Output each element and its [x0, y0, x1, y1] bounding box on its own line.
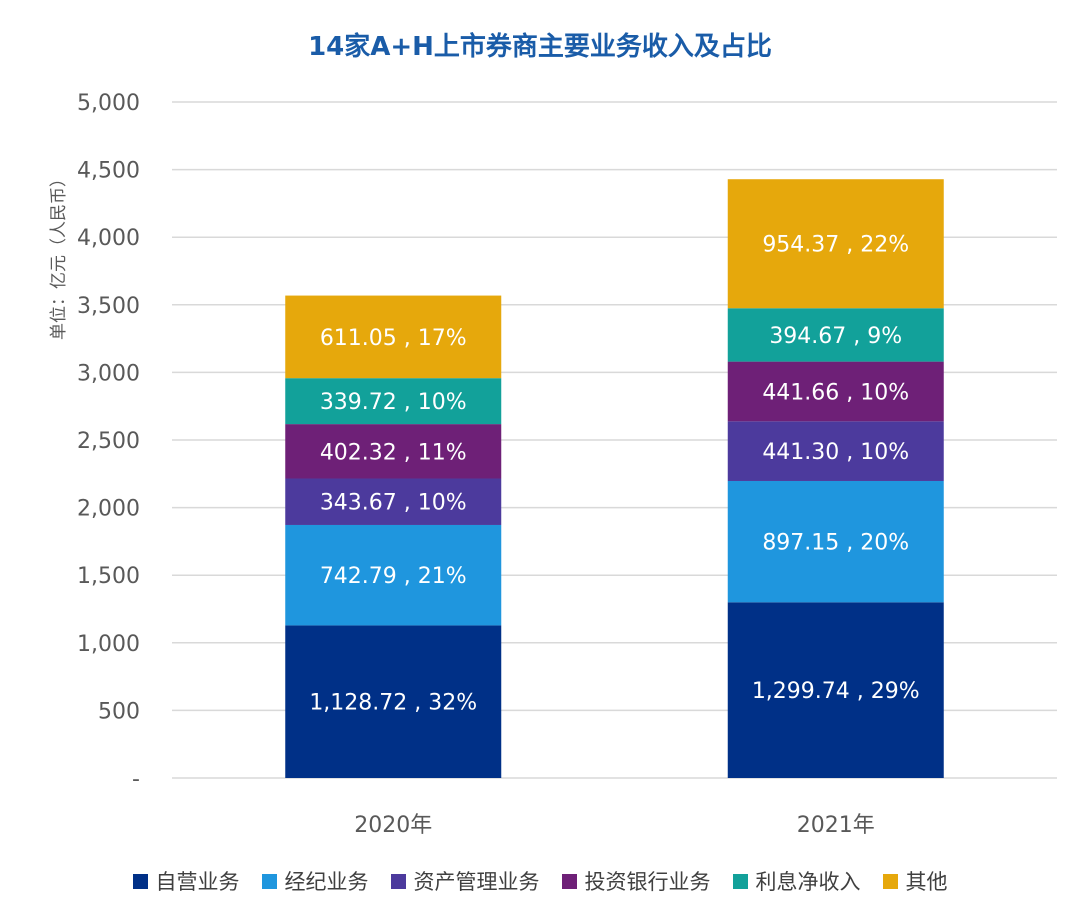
data-label: 954.37 , 22% — [762, 233, 909, 258]
legend-label: 经纪业务 — [284, 870, 369, 894]
y-tick-label: 1,000 — [77, 632, 140, 657]
x-category-label: 2020年 — [354, 813, 432, 838]
bar-segment — [285, 295, 502, 379]
data-label: 611.05 , 17% — [320, 326, 467, 351]
bar-segment — [727, 421, 944, 481]
data-label: 402.32 , 11% — [320, 440, 467, 465]
legend-swatch — [561, 873, 577, 889]
legend-label: 投资银行业务 — [584, 870, 711, 894]
legend-swatch — [732, 873, 748, 889]
bar-segment — [727, 602, 944, 778]
bar-segment — [285, 378, 502, 425]
legend-item: 其他 — [882, 866, 948, 896]
bar-segment — [727, 308, 944, 362]
y-tick-label: 4,000 — [77, 226, 140, 251]
legend-swatch — [261, 873, 277, 889]
data-label: 441.30 , 10% — [762, 440, 909, 465]
legend-swatch — [882, 873, 898, 889]
data-label: 343.67 , 10% — [320, 491, 467, 516]
y-tick-label: 2,000 — [77, 497, 140, 522]
y-tick-label: 500 — [98, 699, 140, 724]
y-tick-label: 3,000 — [77, 361, 140, 386]
y-tick-label: 3,500 — [77, 294, 140, 319]
chart-title: 14家A+H上市券商主要业务收入及占比 — [308, 32, 772, 62]
legend-item: 投资银行业务 — [561, 866, 711, 896]
legend-item: 自营业务 — [132, 866, 240, 896]
y-tick-label: 4,500 — [77, 159, 140, 184]
data-label: 339.72 , 10% — [320, 390, 467, 415]
data-label: 394.67 , 9% — [769, 324, 902, 349]
bar-segment — [285, 478, 502, 525]
legend-label: 自营业务 — [155, 870, 240, 894]
legend-item: 经纪业务 — [261, 866, 369, 896]
data-label: 897.15 , 20% — [762, 531, 909, 556]
legend-label: 其他 — [905, 870, 948, 894]
legend-item: 利息净收入 — [732, 866, 861, 896]
legend-swatch — [132, 873, 148, 889]
y-tick-label: 5,000 — [77, 91, 140, 116]
legend-swatch — [390, 873, 406, 889]
legend-label: 资产管理业务 — [413, 870, 540, 894]
y-tick-label: 1,500 — [77, 564, 140, 589]
legend-item: 资产管理业务 — [390, 866, 540, 896]
data-label: 1,299.74 , 29% — [752, 679, 920, 704]
x-category-label: 2021年 — [797, 813, 875, 838]
bar-segment — [727, 361, 944, 422]
legend: 自营业务 经纪业务 资产管理业务 投资银行业务 利息净收入 其他 — [0, 866, 1080, 896]
y-tick-label: - — [132, 767, 140, 792]
data-label: 742.79 , 21% — [320, 564, 467, 589]
y-axis-title: 单位：亿元（人民币） — [49, 170, 69, 340]
bar-segment — [285, 625, 502, 778]
bar-segment — [285, 424, 502, 479]
legend-label: 利息净收入 — [755, 870, 861, 894]
chart-plot: - 500 1,000 1,500 2,000 2,500 3,000 3,500 4,000 4… — [49, 91, 1057, 838]
bar-segment — [285, 524, 502, 626]
y-tick-label: 2,500 — [77, 429, 140, 454]
bar-segment — [727, 179, 944, 309]
data-label: 1,128.72 , 32% — [309, 691, 477, 716]
data-label: 441.66 , 10% — [762, 380, 909, 405]
bar-segment — [727, 480, 944, 603]
